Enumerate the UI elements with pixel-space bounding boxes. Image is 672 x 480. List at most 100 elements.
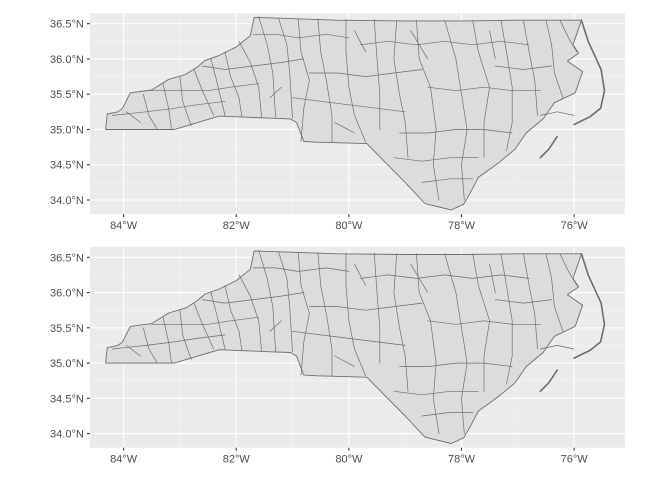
- y-tick-label: 36.5°N: [50, 252, 84, 264]
- y-tick-label: 35.0°N: [50, 358, 84, 370]
- county-boundary: [399, 129, 513, 134]
- x-tick-label: 78°W: [448, 454, 476, 466]
- county-boundary: [224, 51, 243, 118]
- county-boundary: [162, 316, 172, 364]
- county-boundary: [142, 93, 158, 130]
- county-boundary: [354, 30, 367, 53]
- county-boundary: [292, 330, 406, 346]
- upper-map-panel: 84°W 82°W 80°W 78°W 76°W 34.0°N 34.5°N 35.0°N 35…: [50, 13, 625, 232]
- county-boundary: [334, 122, 355, 134]
- x-tick-label: 84°W: [110, 220, 138, 232]
- county-boundary: [410, 30, 429, 60]
- y-tick-label: 36.0°N: [50, 54, 84, 66]
- county-boundary: [292, 97, 406, 113]
- county-boundary: [252, 267, 350, 272]
- county-boundary: [416, 253, 440, 434]
- county-boundary: [309, 69, 423, 77]
- county-boundary: [334, 355, 355, 367]
- y-tick-label: 35.0°N: [50, 124, 84, 136]
- county-boundary: [238, 274, 262, 352]
- county-boundary: [202, 58, 305, 70]
- county-boundary: [427, 320, 541, 325]
- county-boundary: [345, 19, 367, 143]
- county-boundary: [393, 390, 479, 396]
- county-boundary: [523, 19, 538, 116]
- county-boundary: [410, 263, 429, 293]
- y-tick-label: 35.5°N: [50, 323, 84, 335]
- y-tick-label: 35.5°N: [50, 89, 84, 101]
- county-boundary: [421, 412, 474, 417]
- county-boundary: [297, 251, 310, 376]
- county-boundary: [421, 178, 474, 183]
- county-boundary: [345, 252, 367, 377]
- county-boundary: [238, 40, 262, 118]
- barrier-island: [573, 253, 606, 359]
- county-boundary: [472, 19, 490, 159]
- county-boundary: [472, 253, 490, 392]
- county-boundary: [416, 19, 440, 201]
- county-boundary: [373, 19, 381, 130]
- x-tick-label: 80°W: [335, 454, 363, 466]
- county-boundary: [317, 18, 333, 143]
- y-tick-label: 36.0°N: [50, 288, 84, 300]
- county-boundary: [309, 302, 423, 311]
- county-boundary: [559, 253, 578, 286]
- county-boundary: [399, 362, 513, 367]
- county-boundary: [545, 253, 564, 332]
- county-boundary: [151, 316, 260, 325]
- county-boundary: [489, 263, 496, 293]
- county-boundary: [359, 274, 530, 279]
- lower-map-panel: 84°W 82°W 80°W 78°W 76°W 34.0°N 34.5°N 35.0°N 35…: [50, 246, 625, 466]
- county-boundary: [269, 320, 282, 332]
- county-boundary: [545, 19, 564, 99]
- county-boundary: [359, 40, 530, 46]
- county-boundary: [354, 263, 367, 286]
- county-boundary: [224, 285, 243, 351]
- county-boundary: [269, 86, 282, 99]
- county-boundary: [111, 100, 226, 116]
- y-tick-label: 34.0°N: [50, 429, 84, 441]
- barrier-island: [539, 135, 559, 159]
- county-boundary: [444, 253, 468, 434]
- x-tick-label: 76°W: [561, 454, 589, 466]
- state-outline: [105, 250, 584, 444]
- y-tick-label: 36.5°N: [50, 19, 84, 31]
- y-tick-label: 34.5°N: [50, 160, 84, 172]
- county-boundary: [444, 19, 468, 201]
- barrier-island: [573, 19, 606, 126]
- county-boundary: [151, 83, 260, 92]
- county-boundary: [500, 19, 513, 151]
- county-boundary: [427, 86, 541, 92]
- county-boundary: [494, 65, 552, 70]
- y-tick-label: 34.5°N: [50, 393, 84, 405]
- y-tick-label: 34.0°N: [50, 195, 84, 207]
- county-boundary: [393, 157, 479, 162]
- x-tick-label: 78°W: [448, 220, 476, 232]
- county-boundary: [500, 253, 513, 385]
- county-boundary: [373, 252, 381, 364]
- county-boundary: [317, 251, 333, 377]
- state-outline: [105, 16, 584, 211]
- county-boundary: [559, 19, 578, 53]
- county-boundary: [489, 30, 496, 60]
- county-boundary: [252, 33, 350, 39]
- county-boundary: [539, 345, 575, 350]
- county-boundary: [494, 299, 552, 304]
- x-tick-label: 84°W: [110, 454, 138, 466]
- county-boundary: [111, 334, 226, 350]
- county-boundary: [393, 253, 409, 392]
- county-boundary: [179, 309, 192, 360]
- county-boundary: [210, 292, 226, 350]
- county-boundary: [523, 253, 538, 350]
- x-tick-label: 82°W: [223, 220, 251, 232]
- x-tick-label: 76°W: [561, 220, 589, 232]
- county-boundary: [297, 18, 310, 142]
- barrier-island: [539, 369, 559, 393]
- county-boundary: [162, 83, 172, 130]
- county-boundary: [258, 16, 276, 118]
- county-boundary: [393, 19, 409, 159]
- county-boundary: [210, 58, 226, 116]
- county-boundary: [278, 17, 293, 119]
- x-tick-label: 80°W: [335, 220, 363, 232]
